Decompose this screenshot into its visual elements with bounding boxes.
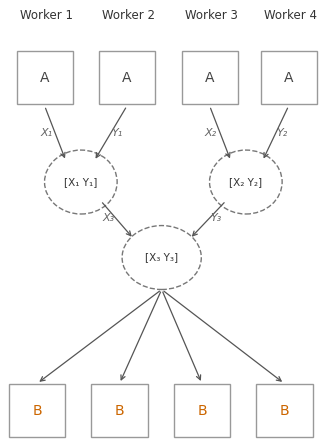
FancyBboxPatch shape	[91, 384, 148, 437]
Text: X₁: X₁	[40, 128, 52, 138]
FancyBboxPatch shape	[256, 384, 313, 437]
Text: Y₁: Y₁	[112, 128, 123, 138]
Text: B: B	[197, 404, 207, 418]
Text: Y₃: Y₃	[211, 213, 222, 222]
Ellipse shape	[122, 226, 201, 289]
FancyBboxPatch shape	[182, 51, 238, 104]
Text: Y₂: Y₂	[277, 128, 288, 138]
FancyBboxPatch shape	[174, 384, 230, 437]
FancyBboxPatch shape	[99, 51, 155, 104]
Text: B: B	[115, 404, 124, 418]
Text: A: A	[205, 71, 214, 85]
Text: A: A	[284, 71, 293, 85]
FancyBboxPatch shape	[261, 51, 317, 104]
Text: Worker 2: Worker 2	[102, 9, 155, 22]
Text: B: B	[32, 404, 42, 418]
Text: [X₁ Y₁]: [X₁ Y₁]	[64, 177, 98, 187]
Text: X₂: X₂	[205, 128, 216, 138]
FancyBboxPatch shape	[9, 384, 65, 437]
Text: X₃: X₃	[103, 213, 115, 222]
Text: [X₃ Y₃]: [X₃ Y₃]	[145, 253, 178, 262]
Text: Worker 1: Worker 1	[20, 9, 73, 22]
FancyBboxPatch shape	[16, 51, 73, 104]
Text: A: A	[40, 71, 49, 85]
Text: B: B	[280, 404, 289, 418]
Ellipse shape	[210, 150, 282, 214]
Ellipse shape	[45, 150, 117, 214]
Text: A: A	[122, 71, 132, 85]
Text: Worker 3: Worker 3	[185, 9, 238, 22]
Text: [X₂ Y₂]: [X₂ Y₂]	[229, 177, 262, 187]
Text: Worker 4: Worker 4	[264, 9, 317, 22]
